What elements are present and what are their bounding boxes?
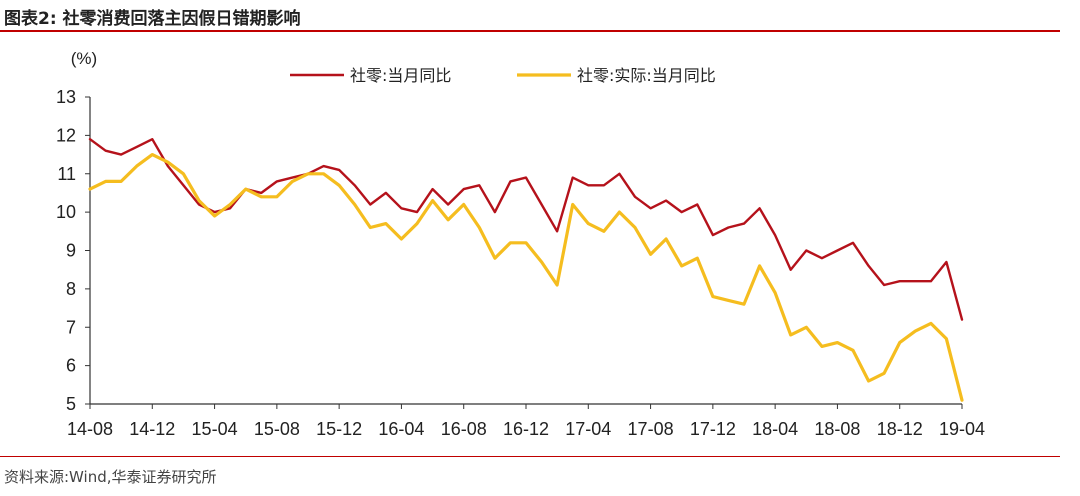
x-tick-label: 15-12 xyxy=(316,419,362,439)
source-note: 资料来源:Wind,华泰证券研究所 xyxy=(4,468,217,486)
x-tick-label: 15-08 xyxy=(254,419,300,439)
figure-header: 图表2: 社零消费回落主因假日错期影响 xyxy=(0,0,1080,30)
x-tick-label: 14-08 xyxy=(67,419,113,439)
figure-title: 图表2: 社零消费回落主因假日错期影响 xyxy=(4,9,301,29)
x-tick-label: 14-12 xyxy=(129,419,175,439)
y-axis-unit-label: (%) xyxy=(71,49,97,68)
x-tick-label: 17-12 xyxy=(690,419,736,439)
x-tick-label: 16-04 xyxy=(378,419,424,439)
legend-label: 社零:实际:当月同比 xyxy=(577,66,716,85)
y-tick-label: 9 xyxy=(66,241,76,261)
x-tick-label: 18-04 xyxy=(752,419,798,439)
y-tick-label: 6 xyxy=(66,356,76,376)
x-tick-label: 15-04 xyxy=(192,419,238,439)
x-tick-label: 17-04 xyxy=(565,419,611,439)
y-tick-label: 12 xyxy=(56,125,76,145)
bottom-divider xyxy=(0,456,1060,457)
legend-label: 社零:当月同比 xyxy=(350,66,451,85)
series-line-retail-real-yoy xyxy=(88,153,964,402)
series-line-retail-yoy xyxy=(88,137,964,321)
x-tick-label: 18-12 xyxy=(877,419,923,439)
x-tick-label: 16-08 xyxy=(441,419,487,439)
y-tick-label: 5 xyxy=(66,394,76,414)
x-tick-label: 16-12 xyxy=(503,419,549,439)
y-tick-label: 11 xyxy=(57,164,76,184)
y-tick-label: 8 xyxy=(66,279,76,299)
line-chart: 5 6 7 8 9 10 11 12 13 (%) 14-08 14-12 15-04 15-08 15-1… xyxy=(56,49,985,439)
x-tick-label: 19-04 xyxy=(939,419,985,439)
y-tick-label: 13 xyxy=(56,87,76,107)
x-tick-label: 18-08 xyxy=(814,419,860,439)
y-tick-label: 10 xyxy=(56,202,76,222)
top-divider xyxy=(0,30,1060,32)
x-tick-label: 17-08 xyxy=(628,419,674,439)
y-tick-label: 7 xyxy=(66,317,76,337)
